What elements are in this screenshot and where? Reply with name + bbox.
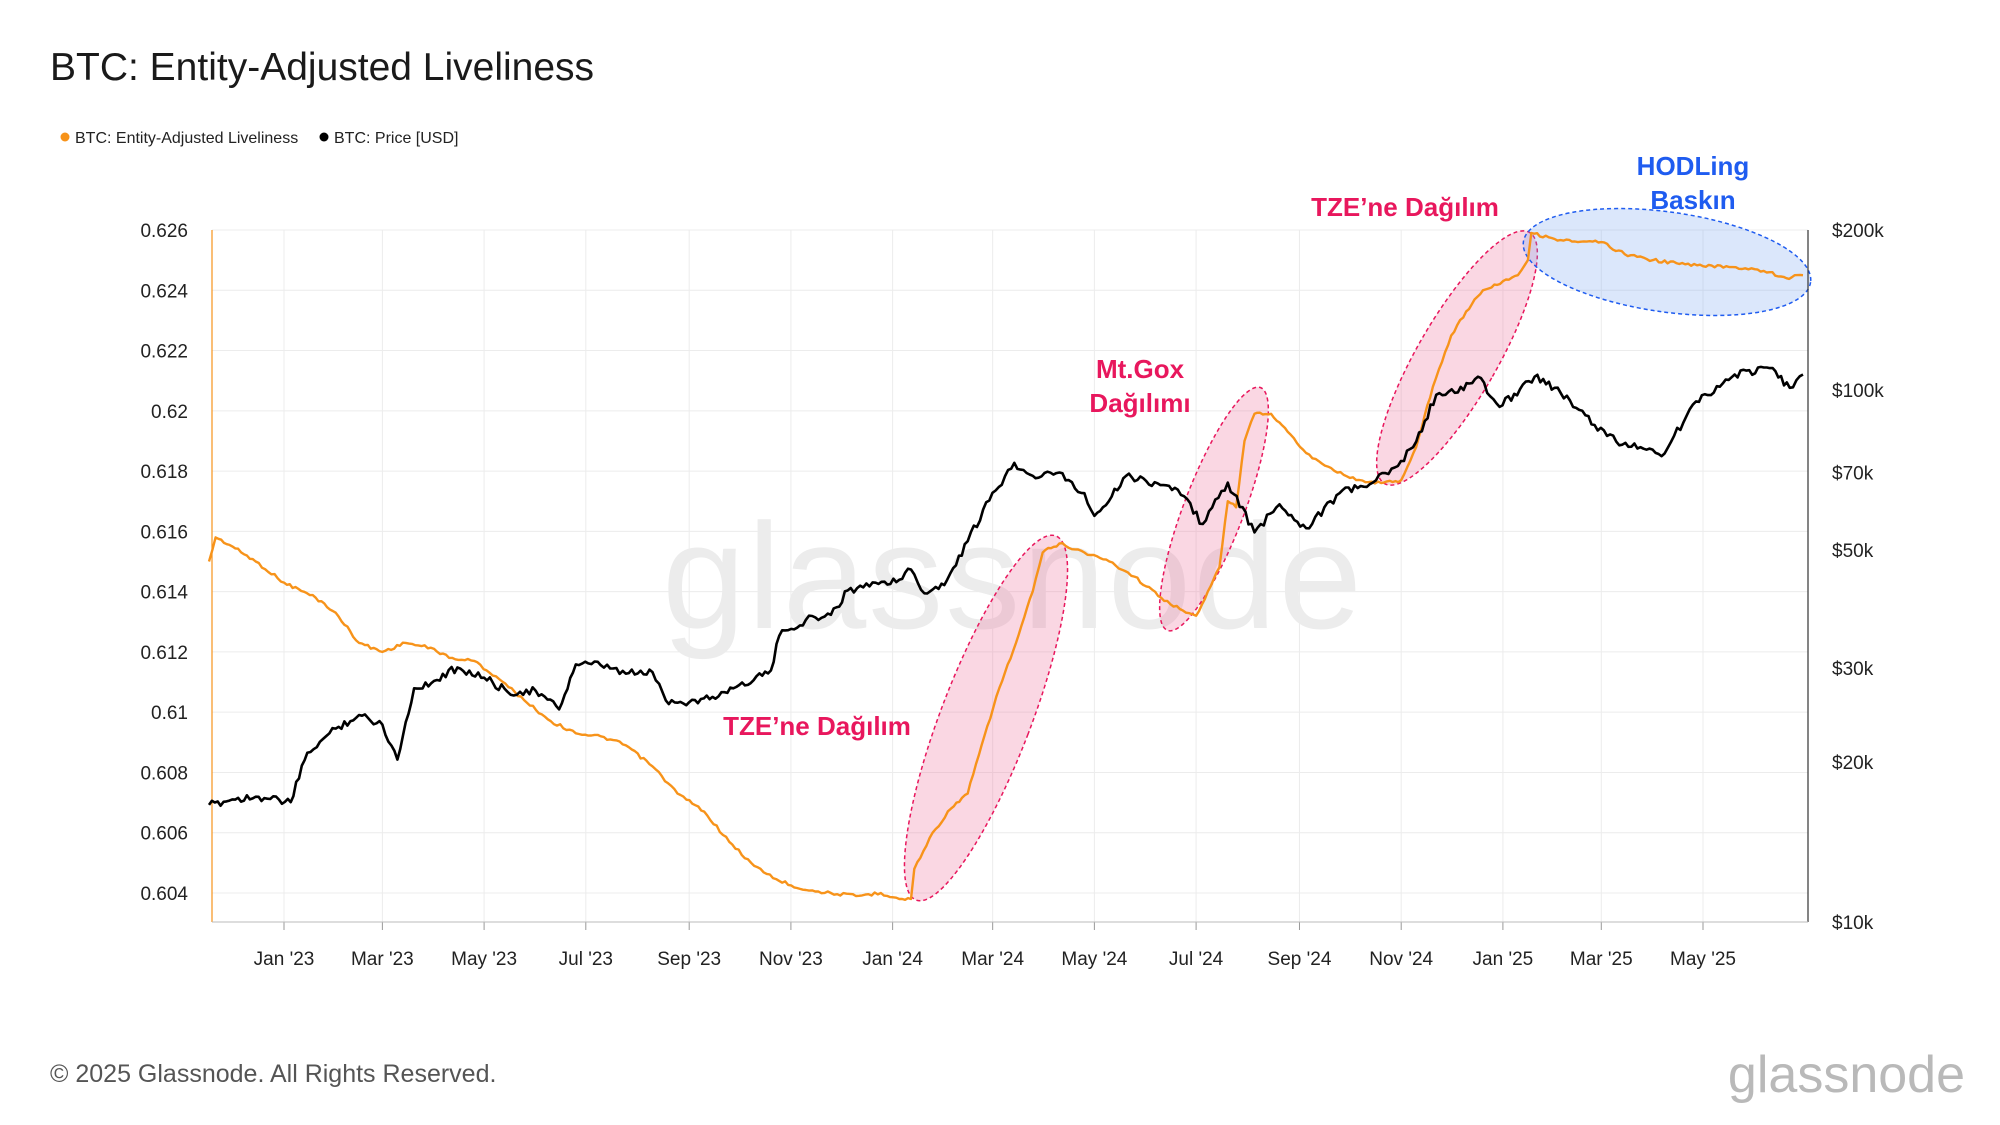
y-left-tick-label: 0.608 [140,763,188,784]
legend-dot-liveliness [60,132,70,142]
y-right-tick-label: $70k [1832,464,1874,485]
x-tick-label: Jul '23 [559,949,613,970]
y-left-tick-label: 0.626 [140,221,188,242]
y-left-tick-label: 0.624 [140,281,188,302]
y-left-tick-label: 0.606 [140,824,188,845]
y-right-tick-label: $200k [1832,221,1884,242]
legend: BTC: Entity-Adjusted Liveliness BTC: Pri… [60,130,458,147]
y-left-tick-label: 0.612 [140,643,188,664]
footer-copyright: © 2025 Glassnode. All Rights Reserved. [50,1060,496,1088]
x-tick-label: Jan '25 [1473,949,1534,970]
y-left-tick-label: 0.618 [140,462,188,483]
annotations: TZE’ne Dağılım Mt.Gox Dağılımı TZE’ne Da… [723,151,1749,741]
series-line-price [207,365,1804,807]
y-left-tick-label: 0.614 [140,583,188,604]
legend-label-price: BTC: Price [USD] [334,130,458,147]
grid-lines [212,229,1808,922]
legend-label-liveliness: BTC: Entity-Adjusted Liveliness [75,130,298,147]
y-right-tick-label: $30k [1832,659,1874,680]
annotation-hodling-line2: Baskın [1650,185,1735,215]
y-right-tick-label: $50k [1832,541,1874,562]
y-right-tick-label: $20k [1832,753,1874,774]
watermark-text: glassnode [662,492,1364,660]
x-tick-label: May '23 [451,949,517,970]
x-tick-label: Mar '25 [1570,949,1633,970]
y-right-tick-label: $100k [1832,381,1884,402]
y-left-tick-label: 0.604 [140,884,188,905]
x-tick-label: Mar '24 [961,949,1024,970]
x-tick-label: Jan '23 [254,949,315,970]
y-left-tick-label: 0.61 [151,703,188,724]
y-left-tick-label: 0.616 [140,522,188,543]
chart-title: BTC: Entity-Adjusted Liveliness [50,46,594,89]
x-tick-label: Mar '23 [351,949,414,970]
x-tick-label: May '24 [1061,949,1127,970]
annotation-tze-distribution-1: TZE’ne Dağılım [723,711,911,741]
x-tick-label: Nov '23 [759,949,823,970]
annotation-shapes [903,207,1812,902]
x-tick-label: May '25 [1670,949,1736,970]
y-right-tick-label: $10k [1832,913,1874,934]
x-tick-label: Nov '24 [1369,949,1433,970]
annotation-hodling-line1: HODLing [1637,151,1750,181]
footer-brand-logo: glassnode [1728,1046,1965,1104]
legend-dot-price [319,132,329,142]
ellipse-tze-distribution-1 [903,534,1069,902]
annotation-mtgox-line2: Dağılımı [1089,388,1190,418]
annotation-mtgox-line1: Mt.Gox [1096,354,1185,384]
annotation-tze-distribution-2: TZE’ne Dağılım [1311,192,1499,222]
axes: 0.626 0.624 0.622 0.62 0.618 0.616 0.614 0.612 0… [140,221,1884,970]
x-tick-label: Jan '24 [862,949,923,970]
y-left-tick-label: 0.622 [140,342,188,363]
x-tick-label: Sep '24 [1268,949,1332,970]
y-left-tick-label: 0.62 [151,402,188,423]
x-tick-label: Sep '23 [657,949,721,970]
series-lines [207,231,1804,901]
series-line-liveliness [207,231,1804,901]
x-tick-label: Jul '24 [1169,949,1224,970]
